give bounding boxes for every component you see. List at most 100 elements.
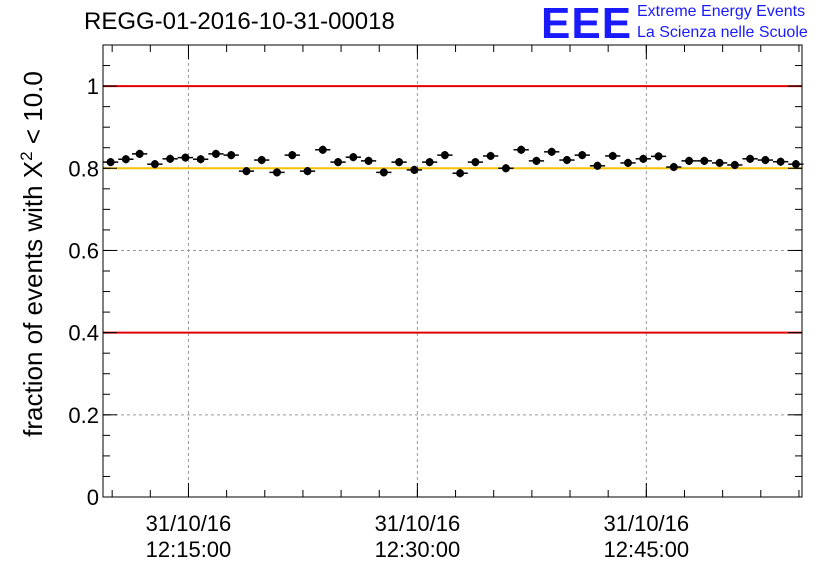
data-point: [208, 149, 224, 158]
data-point: [483, 151, 499, 161]
marker: [654, 152, 663, 161]
data-point: [467, 158, 484, 167]
marker: [121, 155, 130, 164]
marker: [135, 149, 144, 158]
data-point: [544, 147, 560, 156]
x-tick-date: 31/10/16: [375, 511, 461, 536]
data-point: [696, 156, 712, 165]
marker: [242, 167, 251, 176]
data-point: [330, 158, 346, 167]
marker: [440, 151, 449, 160]
marker: [364, 156, 373, 165]
data-point: [742, 154, 758, 163]
marker: [730, 160, 739, 169]
marker: [669, 163, 678, 172]
marker: [776, 157, 785, 166]
y-tick-label: 1: [87, 74, 99, 99]
data-point: [315, 145, 331, 154]
y-tick-label: 0.2: [68, 403, 99, 428]
marker: [624, 158, 633, 167]
marker: [700, 156, 709, 165]
marker: [106, 158, 115, 167]
data-point: [528, 156, 545, 165]
y-tick-label: 0.8: [68, 156, 99, 181]
plot-frame: [102, 44, 803, 498]
data-point: [650, 152, 667, 161]
marker: [562, 156, 571, 165]
data-point: [223, 151, 239, 160]
x-tick-time: 12:45:00: [604, 537, 690, 562]
marker: [517, 145, 526, 154]
marker: [349, 153, 358, 162]
marker: [272, 168, 281, 177]
logo-line-2: La Scienza nelle Scuole: [637, 24, 808, 41]
marker: [639, 154, 648, 163]
run-title: REGG-01-2016-10-31-00018: [84, 8, 395, 35]
y-tick-label: 0: [87, 485, 99, 510]
data-point: [162, 154, 178, 163]
data-point: [498, 164, 514, 173]
marker: [166, 154, 175, 163]
marker: [593, 161, 602, 170]
data-point: [269, 168, 285, 177]
marker: [456, 169, 465, 178]
eee-logo: EEE: [541, 0, 633, 48]
data-point: [103, 158, 119, 167]
data-point: [727, 160, 743, 170]
marker: [486, 151, 495, 160]
marker: [303, 167, 312, 176]
data-point: [452, 169, 468, 178]
data-point: [559, 155, 575, 165]
data-point: [757, 155, 774, 165]
marker: [318, 145, 327, 154]
data-point: [681, 156, 697, 165]
marker: [746, 154, 755, 163]
data-point: [574, 151, 590, 160]
data-point: [406, 165, 422, 175]
marker: [181, 153, 190, 162]
data-point: [773, 157, 789, 166]
data-point: [421, 158, 438, 167]
x-tick-time: 12:15:00: [146, 537, 232, 562]
data-point: [666, 162, 682, 172]
data-point: [605, 151, 621, 161]
data-point: [193, 155, 209, 164]
marker: [257, 156, 266, 165]
x-tick-date: 31/10/16: [604, 511, 690, 536]
marker: [227, 151, 236, 160]
marker: [501, 164, 510, 173]
marker: [288, 151, 297, 160]
x-tick-time: 12:30:00: [375, 537, 461, 562]
marker: [471, 158, 480, 167]
data-point: [238, 167, 255, 176]
y-axis-label: fraction of events with X2 < 10.0: [17, 71, 48, 437]
marker: [547, 147, 556, 156]
marker: [578, 151, 587, 160]
logo-line-1: Extreme Energy Events: [637, 3, 806, 20]
data-point: [118, 155, 134, 164]
data-point: [360, 156, 377, 165]
marker: [715, 158, 724, 167]
data-point: [284, 151, 300, 160]
data-point: [391, 158, 407, 167]
marker: [196, 155, 205, 164]
marker: [608, 151, 617, 160]
y-tick-label: 0.4: [68, 321, 99, 346]
data-point: [376, 168, 392, 177]
marker: [425, 158, 434, 167]
marker: [395, 158, 404, 167]
marker: [532, 156, 541, 165]
marker: [150, 160, 159, 169]
x-tick-date: 31/10/16: [146, 511, 232, 536]
data-point: [131, 149, 148, 158]
data-point: [513, 145, 529, 154]
data-point: [635, 154, 651, 163]
data-point: [299, 167, 316, 176]
marker: [211, 149, 220, 158]
y-tick-label: 0.6: [68, 238, 99, 263]
data-point: [788, 160, 804, 169]
data-point: [254, 155, 270, 165]
data-point: [147, 160, 163, 169]
data-point: [437, 151, 453, 160]
